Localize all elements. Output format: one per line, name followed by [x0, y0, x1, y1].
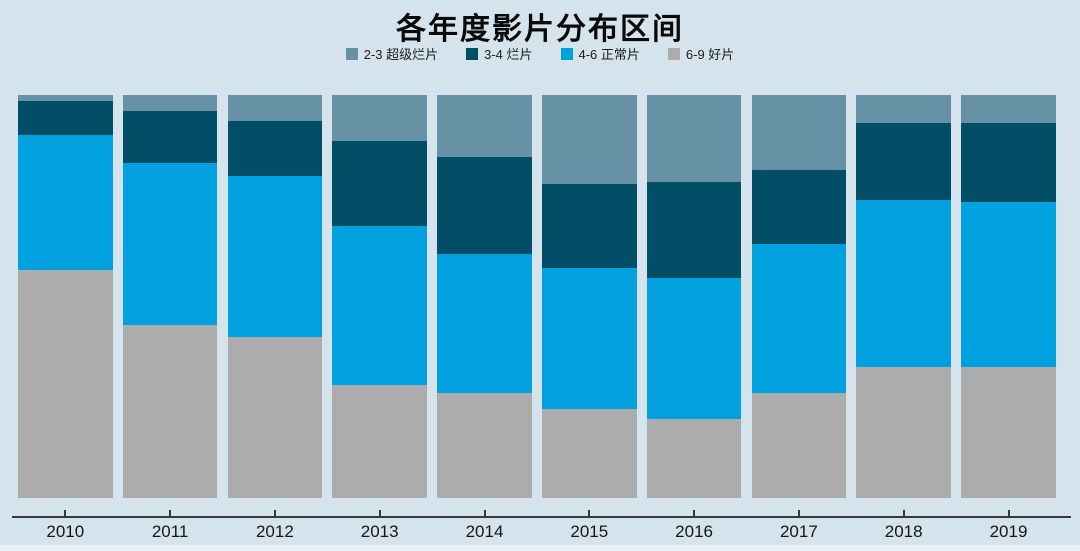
bar-segment-2018-1: [856, 123, 951, 200]
bar-column-2011: [122, 95, 218, 498]
chart-title: 各年度影片分布区间: [396, 12, 684, 47]
bar-column-2014: [437, 95, 532, 498]
legend-label: 3-4 烂片: [484, 47, 533, 62]
x-axis-line: [12, 516, 1071, 518]
legend-label: 4-6 正常片: [578, 47, 640, 62]
bar-segment-2019-1: [961, 123, 1056, 202]
bar-segment-2015-2: [542, 268, 637, 410]
x-axis-label-2018: 2018: [884, 522, 923, 541]
bar-segment-2017-1: [751, 169, 847, 245]
x-axis-tick: [273, 510, 276, 517]
bar-segment-2015-0: [542, 95, 637, 184]
legend-item-0: 2-3 超级烂片: [345, 44, 439, 63]
bar-segment-2016-1: [646, 181, 742, 279]
bar-segment-2017-2: [751, 244, 847, 394]
bar-segment-2013-2: [332, 225, 427, 386]
bar-segment-2010-2: [18, 135, 113, 271]
x-axis-label-2014: 2014: [465, 522, 504, 541]
bar-segment-2018-3: [856, 367, 951, 498]
bar-column-2018: [856, 95, 951, 498]
x-axis-tick: [588, 510, 591, 517]
bar-segment-2019-0: [961, 95, 1056, 124]
bar-segment-2014-2: [437, 254, 532, 394]
bar-column-2012: [227, 95, 323, 498]
bar-column-2019: [961, 95, 1056, 498]
bar-segment-2011-1: [122, 111, 218, 164]
x-axis-tick: [378, 510, 381, 517]
legend-label: 2-3 超级烂片: [363, 47, 439, 62]
bar-segment-2019-3: [961, 367, 1056, 498]
bar-segment-2011-0: [122, 95, 218, 112]
legend-swatch-icon: [466, 47, 479, 60]
x-axis-label-2011: 2011: [151, 522, 189, 541]
legend-swatch-icon: [560, 47, 573, 60]
x-axis-label-2017: 2017: [779, 522, 818, 541]
x-axis-label-2016: 2016: [675, 522, 713, 541]
bar-column-2010: [18, 95, 113, 498]
bar-segment-2011-3: [122, 324, 218, 498]
legend-label: 6-9 好片: [685, 47, 735, 62]
bar-segment-2010-1: [18, 101, 113, 136]
legend-item-1: 3-4 烂片: [466, 44, 533, 63]
legend-item-2: 4-6 正常片: [560, 44, 640, 63]
x-axis-tick: [64, 510, 67, 517]
legend-swatch-icon: [345, 47, 358, 60]
bar-segment-2016-0: [646, 95, 742, 182]
bar-segment-2017-3: [751, 393, 847, 498]
bar-segment-2012-1: [227, 121, 323, 176]
bar-segment-2010-0: [18, 95, 113, 102]
bar-segment-2016-3: [646, 419, 742, 498]
bar-segment-2019-2: [961, 201, 1056, 367]
bar-column-2017: [751, 95, 847, 498]
bar-segment-2018-2: [856, 199, 951, 367]
bar-segment-2012-0: [227, 95, 323, 122]
x-axis-label-2013: 2013: [360, 522, 399, 541]
x-axis-tick: [797, 510, 800, 517]
bar-segment-2010-3: [18, 270, 113, 498]
bar-segment-2015-3: [542, 409, 637, 498]
bar-segment-2012-3: [227, 336, 323, 498]
legend: 2-3 超级烂片 3-4 烂片 4-6 正常片 6-9 好片: [0, 44, 1080, 63]
bar-segment-2016-2: [646, 278, 742, 420]
x-axis-tick: [1007, 510, 1010, 517]
bar-column-2016: [646, 95, 742, 498]
bottom-strip: [0, 545, 1080, 551]
bar-segment-2018-0: [856, 95, 951, 124]
x-axis-label-2015: 2015: [570, 522, 609, 541]
x-axis-tick: [693, 510, 696, 517]
bar-column-2015: [542, 95, 637, 498]
bar-column-2013: [332, 95, 427, 498]
bar-segment-2013-0: [332, 95, 427, 142]
legend-item-3: 6-9 好片: [667, 44, 735, 63]
legend-swatch-icon: [667, 47, 680, 60]
bar-segment-2015-1: [542, 183, 637, 269]
x-axis-label-2019: 2019: [989, 522, 1028, 541]
bar-segment-2011-2: [122, 163, 218, 325]
x-axis-label-2010: 2010: [46, 522, 85, 541]
bar-segment-2013-3: [332, 385, 427, 498]
bar-segment-2017-0: [751, 95, 847, 170]
x-axis-tick: [483, 510, 486, 517]
bar-segment-2014-3: [437, 393, 532, 498]
x-axis-tick: [902, 510, 905, 517]
bar-segment-2014-0: [437, 95, 532, 158]
bar-segment-2014-1: [437, 157, 532, 255]
bar-segment-2012-2: [227, 175, 323, 337]
bar-segment-2013-1: [332, 141, 427, 226]
x-axis-tick: [169, 510, 172, 517]
x-axis-label-2012: 2012: [255, 522, 294, 541]
